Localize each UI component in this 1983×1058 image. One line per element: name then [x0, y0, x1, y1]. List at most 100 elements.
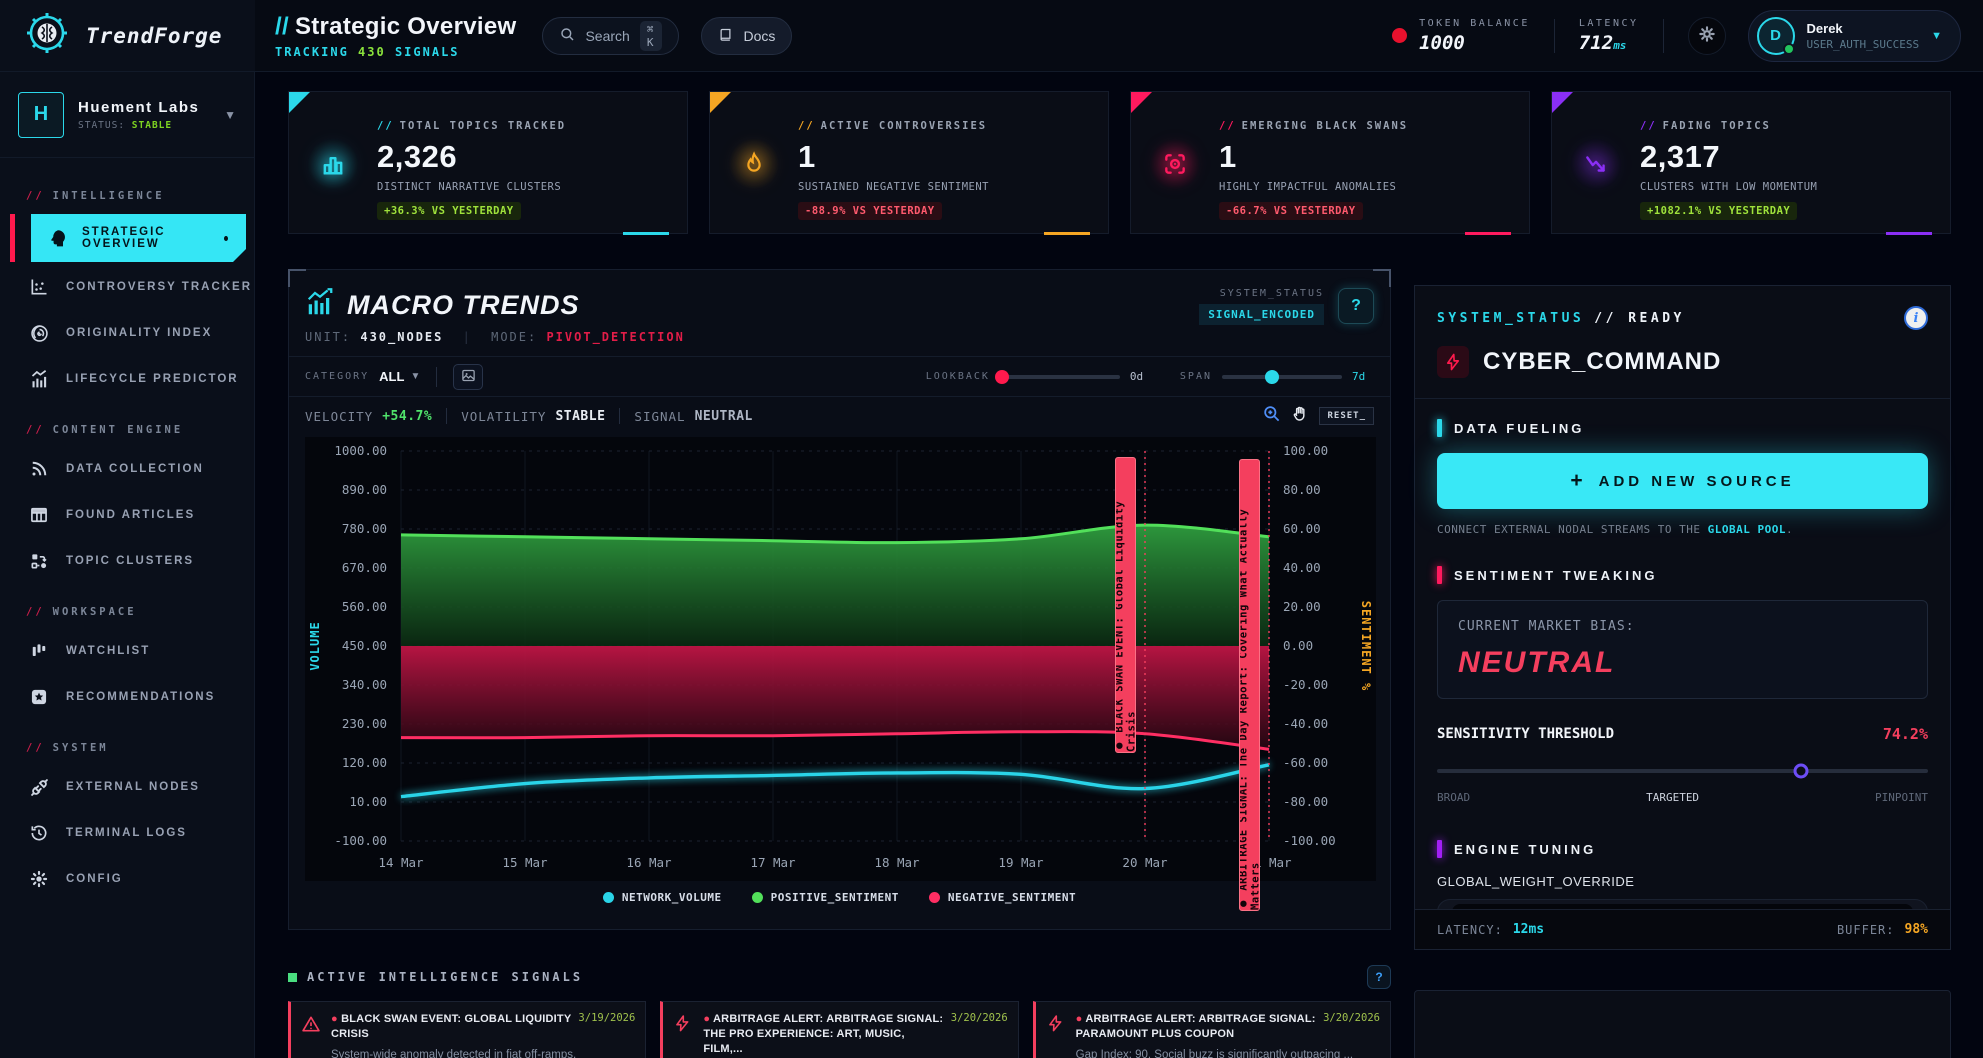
mark-targeted: TARGETED	[1646, 791, 1700, 804]
kpi-delta-badge: +1082.1% VS YESTERDAY	[1640, 202, 1798, 220]
signal-encoded-badge: SIGNAL_ENCODED	[1199, 304, 1324, 325]
search-icon	[559, 26, 575, 45]
sidebar-nav: //INTELLIGENCE STRATEGIC OVERVIEW CONTROVE…	[0, 158, 254, 902]
settings-gear-button[interactable]	[1687, 16, 1726, 55]
originality-icon	[28, 322, 50, 344]
sensitivity-slider[interactable]	[1437, 763, 1928, 779]
signal-card[interactable]: ● ARBITRAGE ALERT: ARBITRAGE SIGNAL: PAR…	[1032, 1001, 1391, 1058]
plus-icon: +	[1570, 469, 1587, 492]
svg-text:780.00: 780.00	[342, 521, 387, 536]
macro-trends-chart[interactable]: 1000.00 890.00 780.00 670.00 560.00 450.00 340…	[305, 437, 1376, 911]
zap-signal-icon	[673, 1014, 693, 1034]
cluster-icon	[28, 550, 50, 572]
span-slider[interactable]: SPAN 7d	[1180, 369, 1374, 384]
sidebar-item-label: LIFECYCLE PREDICTOR	[66, 373, 239, 385]
svg-text:20.00: 20.00	[1283, 599, 1321, 614]
search-shortcut: ⌘ K	[639, 20, 663, 51]
pan-hand-icon[interactable]	[1291, 405, 1309, 428]
mark-pinpoint: PINPOINT	[1875, 791, 1928, 804]
trend-down-icon	[1570, 138, 1622, 190]
docs-button[interactable]: Docs	[701, 16, 793, 55]
bottom-accent	[1044, 232, 1090, 235]
token-balance-value: 1000	[1419, 31, 1465, 54]
brand[interactable]: TrendForge	[0, 0, 255, 71]
svg-text:19 Mar: 19 Mar	[998, 855, 1044, 870]
sidebar-item-external-nodes[interactable]: EXTERNAL NODES	[0, 764, 254, 810]
org-status: STATUS: STABLE	[78, 119, 173, 131]
flame-icon	[728, 138, 780, 190]
sidebar-item-found-articles[interactable]: FOUND ARTICLES	[0, 492, 254, 538]
sidebar-item-controversy-tracker[interactable]: CONTROVERSY TRACKER	[0, 264, 254, 310]
sidebar-item-label: RECOMMENDATIONS	[66, 691, 216, 703]
lookback-slider[interactable]: LOOKBACK 0d	[926, 369, 1152, 384]
top-header: TrendForge //Strategic Overview TRACKING…	[0, 0, 1983, 72]
page-title: //Strategic Overview	[275, 12, 517, 40]
sidebar-item-originality-index[interactable]: ORIGINALITY INDEX	[0, 310, 254, 356]
sidebar-item-label: STRATEGIC OVERVIEW	[82, 226, 166, 250]
sidebar-item-label: EXTERNAL NODES	[66, 781, 200, 793]
brand-logo-brain-icon	[24, 10, 70, 61]
market-bias-box: CURRENT MARKET BIAS: NEUTRAL	[1437, 600, 1928, 699]
legend-item-network_volume: NETWORK_VOLUME	[602, 891, 722, 904]
sidebar-item-terminal-logs[interactable]: TERMINAL LOGS	[0, 810, 254, 856]
sidebar-item-label: FOUND ARTICLES	[66, 509, 196, 521]
info-icon[interactable]: i	[1904, 306, 1928, 330]
bar-chart-icon	[307, 138, 359, 190]
zoom-in-icon[interactable]	[1262, 404, 1281, 428]
sidebar-item-topic-clusters[interactable]: TOPIC CLUSTERS	[0, 538, 254, 584]
add-new-source-button[interactable]: + ADD NEW SOURCE	[1437, 453, 1928, 509]
sidebar-item-data-collection[interactable]: DATA COLLECTION	[0, 446, 254, 492]
command-footer: LATENCY: 12ms BUFFER: 98%	[1415, 909, 1950, 949]
sidebar-item-strategic-overview[interactable]: STRATEGIC OVERVIEW	[10, 214, 246, 262]
snapshot-button[interactable]	[453, 363, 484, 390]
green-square-icon	[288, 972, 297, 982]
svg-text:60.00: 60.00	[1283, 521, 1321, 536]
sidebar-item-config[interactable]: CONFIG	[0, 856, 254, 902]
sidebar-item-label: ORIGINALITY INDEX	[66, 327, 213, 339]
svg-text:VOLUME: VOLUME	[308, 621, 322, 670]
zap-signal-icon	[1046, 1014, 1066, 1034]
nav-section-label: //CONTENT ENGINE	[26, 424, 184, 436]
signal-title: ● BLACK SWAN EVENT: GLOBAL LIQUIDITY CRI…	[331, 1013, 572, 1040]
category-dropdown[interactable]: ALL	[379, 369, 405, 384]
svg-text:450.00: 450.00	[342, 638, 387, 653]
kpi-card-fading-topics: //FADING TOPICS 2,317 CLUSTERS WITH LOW MO…	[1551, 91, 1951, 235]
kpi-card-emerging-black-swans: //EMERGING BLACK SWANS 1 HIGHLY IMPACTFUL …	[1130, 91, 1530, 235]
bias-label: CURRENT MARKET BIAS:	[1458, 619, 1635, 634]
svg-text:340.00: 340.00	[342, 677, 387, 692]
search-input[interactable]: Search ⌘ K	[542, 16, 680, 55]
sentiment-tweaking-title: SENTIMENT TWEAKING	[1454, 567, 1658, 583]
macro-trends-title: MACRO TRENDS	[347, 290, 580, 320]
brand-name: TrendForge	[86, 23, 223, 48]
kpi-card-active-controversies: //ACTIVE CONTROVERSIES 1 SUSTAINED NEGATIV…	[709, 91, 1109, 235]
user-menu[interactable]: D Derek USER_AUTH_SUCCESS ▼	[1747, 9, 1961, 62]
signal-card[interactable]: ● BLACK SWAN EVENT: GLOBAL LIQUIDITY CRI…	[288, 1001, 647, 1058]
span-track[interactable]	[1222, 369, 1342, 384]
footer-buffer-value: 98%	[1904, 922, 1928, 937]
signal-date: 3/20/2026	[950, 1012, 1008, 1024]
span-knob[interactable]	[1265, 369, 1280, 384]
svg-text:-60.00: -60.00	[1283, 755, 1328, 770]
svg-text:16 Mar: 16 Mar	[626, 855, 672, 870]
star-square-icon	[28, 686, 50, 708]
cyber-command-panel: SYSTEM_STATUS // READY i CYBER_COMMAND D…	[1414, 285, 1951, 950]
lightning-bolt-icon	[1437, 346, 1469, 378]
signals-help-button[interactable]: ?	[1367, 965, 1391, 989]
legend-item-negative_sentiment: NEGATIVE_SENTIMENT	[928, 891, 1076, 904]
legend-dot	[602, 892, 614, 903]
lookback-knob[interactable]	[995, 369, 1010, 384]
chart-help-button[interactable]: ?	[1338, 288, 1374, 324]
svg-text:-20.00: -20.00	[1283, 677, 1328, 692]
threshold-label: SENSITIVITY THRESHOLD	[1437, 726, 1615, 742]
sidebar-item-recommendations[interactable]: RECOMMENDATIONS	[0, 674, 254, 720]
token-balance: TOKEN BALANCE 1000	[1392, 18, 1530, 54]
reset-button[interactable]: RESET_	[1319, 407, 1374, 425]
org-selector[interactable]: H Huement Labs STATUS: STABLE ▼	[0, 72, 254, 158]
sidebar-item-watchlist[interactable]: WATCHLIST	[0, 628, 254, 674]
lookback-track[interactable]	[995, 369, 1120, 384]
sensitivity-knob[interactable]	[1793, 763, 1809, 779]
svg-text:-100.00: -100.00	[334, 833, 387, 848]
signal-card[interactable]: ● ARBITRAGE ALERT: ARBITRAGE SIGNAL: THE…	[660, 1001, 1019, 1058]
latency-value: 712ms	[1578, 31, 1627, 54]
sidebar-item-lifecycle-predictor[interactable]: LIFECYCLE PREDICTOR	[0, 356, 254, 402]
